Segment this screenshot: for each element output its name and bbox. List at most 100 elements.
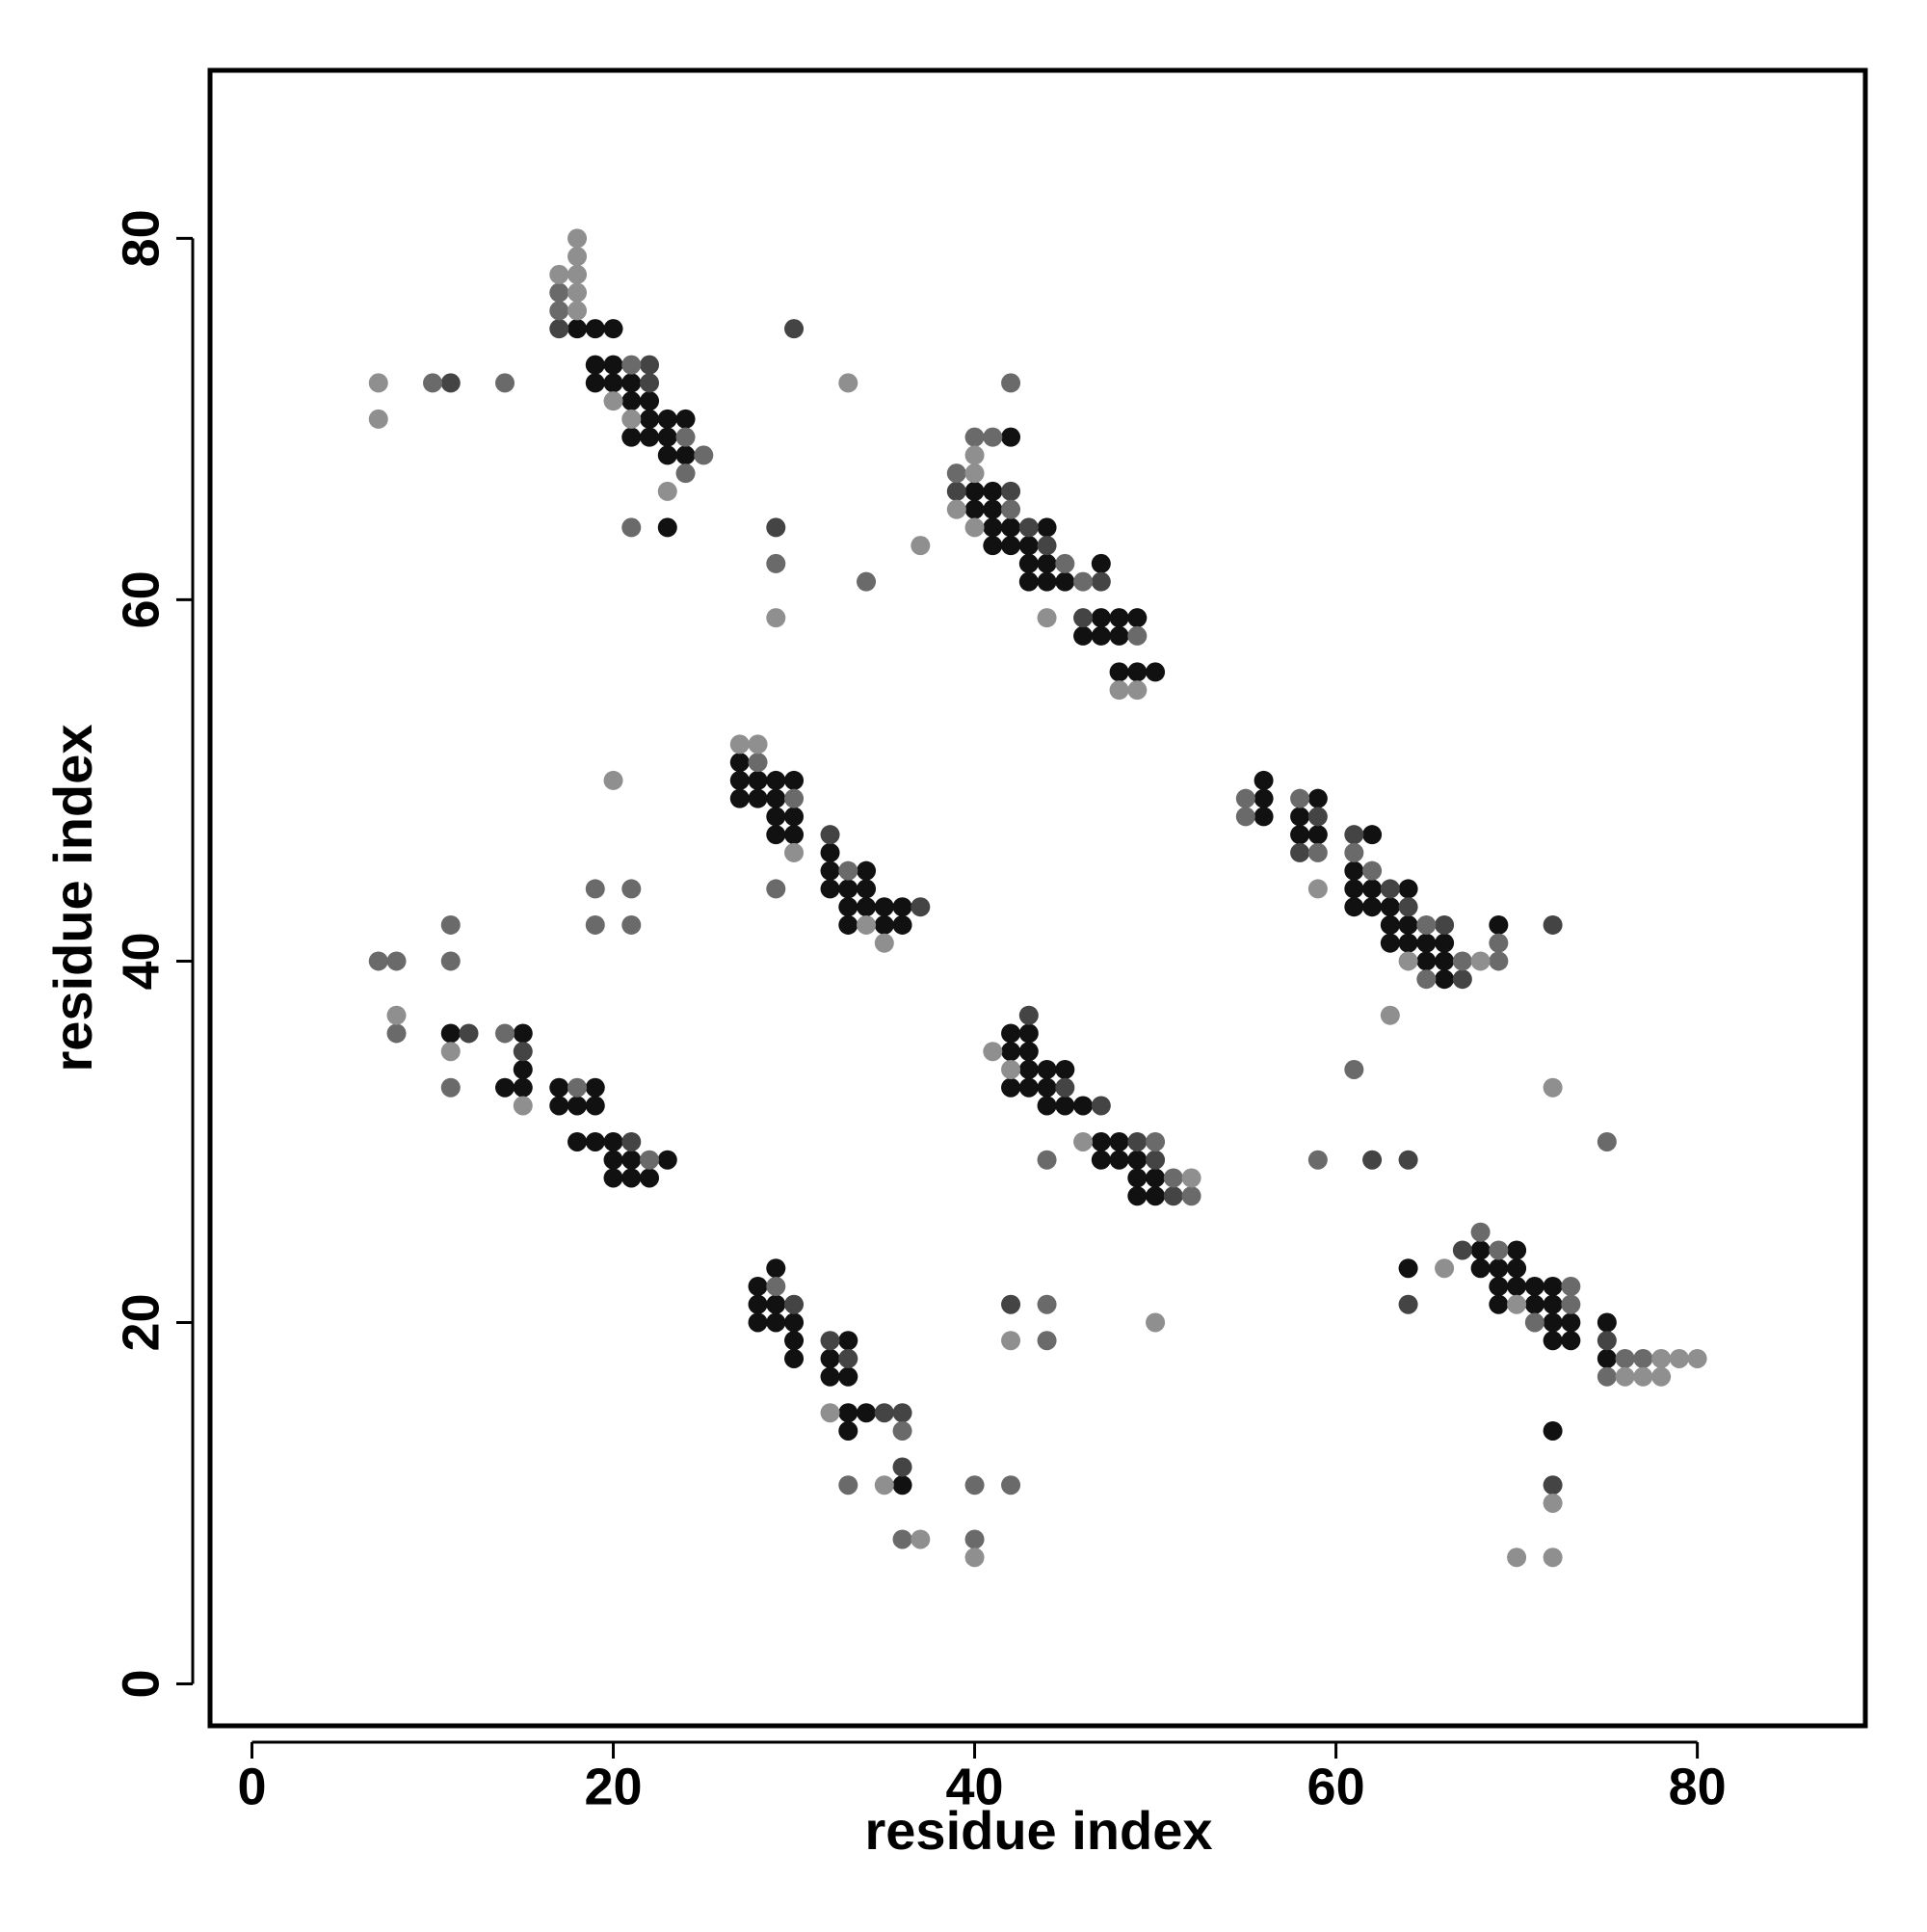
- contact-point: [1597, 1348, 1617, 1368]
- contact-point: [857, 1403, 877, 1423]
- contact-point: [603, 1131, 623, 1151]
- contact-point: [820, 860, 840, 881]
- contact-point: [874, 1475, 894, 1495]
- contact-point: [911, 897, 931, 917]
- contact-point: [603, 1168, 623, 1188]
- contact-point: [657, 481, 677, 501]
- contact-point: [1055, 1096, 1075, 1116]
- contact-point: [1543, 1077, 1563, 1098]
- contact-point: [964, 1475, 985, 1495]
- contact-point: [1001, 1023, 1021, 1044]
- contact-point: [1037, 1096, 1057, 1116]
- contact-point: [1001, 1294, 1021, 1314]
- contact-point: [1398, 914, 1418, 935]
- contact-point: [549, 282, 569, 303]
- contact-point: [838, 1331, 858, 1351]
- contact-point: [820, 825, 840, 845]
- contact-point: [1037, 1077, 1057, 1098]
- contact-point: [640, 1150, 660, 1170]
- contact-point: [1543, 1548, 1563, 1568]
- contact-point: [1362, 1150, 1383, 1170]
- contact-point: [657, 1150, 677, 1170]
- contact-point: [729, 770, 750, 790]
- contact-point: [1489, 933, 1509, 953]
- contact-point: [568, 319, 588, 339]
- contact-point: [621, 1150, 642, 1170]
- contact-point: [1489, 1240, 1509, 1260]
- contact-point: [946, 463, 966, 484]
- contact-point: [857, 571, 877, 592]
- contact-point: [964, 445, 985, 465]
- contact-point: [1018, 1023, 1039, 1044]
- contact-point: [1091, 1150, 1111, 1170]
- contact-point: [1127, 662, 1148, 682]
- contact-point: [1091, 1131, 1111, 1151]
- contact-point: [1127, 1131, 1148, 1151]
- contact-point: [892, 1529, 912, 1549]
- contact-point: [694, 445, 714, 465]
- contact-point: [1001, 427, 1021, 447]
- contact-point: [748, 734, 768, 754]
- contact-point: [874, 897, 894, 917]
- contact-point: [1073, 608, 1094, 628]
- contact-point: [1597, 1366, 1617, 1387]
- contact-point: [440, 373, 461, 393]
- contact-point: [766, 879, 786, 899]
- contact-point: [857, 897, 877, 917]
- contact-point: [657, 517, 677, 538]
- contact-point: [368, 373, 388, 393]
- contact-point: [838, 373, 858, 393]
- contact-point: [729, 753, 750, 773]
- contact-point: [1073, 1131, 1094, 1151]
- contact-point: [1018, 571, 1039, 592]
- contact-point: [1507, 1276, 1527, 1296]
- contact-point: [1398, 1258, 1418, 1279]
- contact-point: [1597, 1131, 1617, 1151]
- contact-point: [1452, 1240, 1472, 1260]
- contact-point: [513, 1059, 533, 1079]
- contact-point: [621, 355, 642, 375]
- contact-point: [1435, 951, 1455, 971]
- contact-point: [621, 914, 642, 935]
- contact-point: [1055, 553, 1075, 573]
- contact-point: [1435, 914, 1455, 935]
- contact-point: [838, 1403, 858, 1423]
- contact-point: [1398, 951, 1418, 971]
- x-tick-label: 0: [237, 1758, 266, 1815]
- contact-point: [857, 914, 877, 935]
- contact-point: [1380, 897, 1400, 917]
- contact-point: [1344, 860, 1364, 881]
- contact-point: [1254, 770, 1274, 790]
- contact-point: [1507, 1548, 1527, 1568]
- contact-point: [1146, 662, 1166, 682]
- y-tick-label: 0: [112, 1669, 170, 1698]
- contact-point: [1055, 571, 1075, 592]
- contact-point: [784, 1331, 805, 1351]
- contact-point: [1489, 1258, 1509, 1279]
- contact-point: [640, 373, 660, 393]
- contact-point: [1091, 1096, 1111, 1116]
- contact-point: [386, 1005, 407, 1025]
- contact-point: [386, 1023, 407, 1044]
- contact-point: [1290, 788, 1310, 808]
- contact-point: [603, 373, 623, 393]
- contact-point: [368, 951, 388, 971]
- contact-point: [946, 499, 966, 519]
- contact-point: [1001, 499, 1021, 519]
- contact-point: [1037, 1150, 1057, 1170]
- contact-point: [964, 427, 985, 447]
- contact-point: [1037, 1294, 1057, 1314]
- contact-point: [603, 355, 623, 375]
- contact-point: [964, 499, 985, 519]
- contact-point: [1524, 1276, 1544, 1296]
- contact-point: [1109, 1131, 1129, 1151]
- contact-point: [1018, 536, 1039, 556]
- contact-point: [1001, 1331, 1021, 1351]
- contact-point: [766, 788, 786, 808]
- contact-point: [1416, 951, 1437, 971]
- contact-point: [1543, 1312, 1563, 1333]
- contact-point: [640, 409, 660, 429]
- contact-point: [964, 1529, 985, 1549]
- contact-point: [1651, 1366, 1672, 1387]
- contact-point: [766, 1294, 786, 1314]
